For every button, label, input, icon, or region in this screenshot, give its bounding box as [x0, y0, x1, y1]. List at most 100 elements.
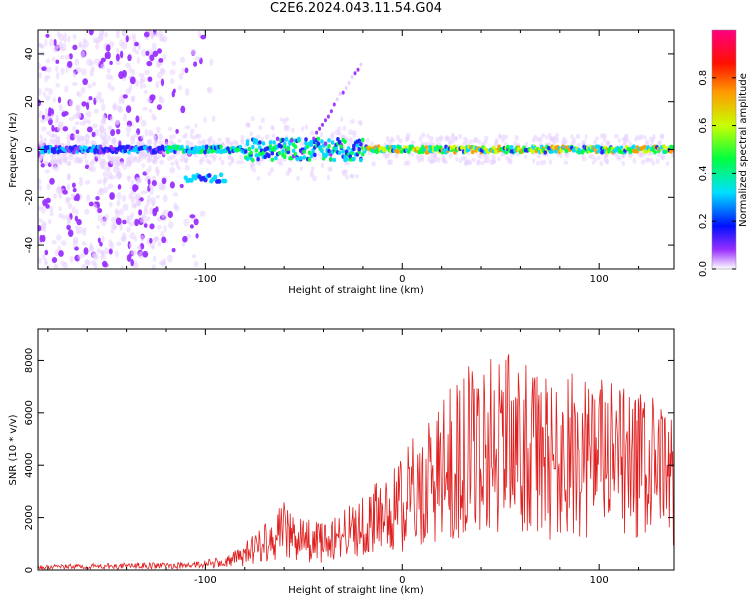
- spectrogram-cell: [277, 150, 282, 156]
- spectrogram-cell: [107, 135, 112, 141]
- spectrogram-cell: [460, 155, 466, 161]
- spectrogram-cell: [84, 140, 88, 145]
- spectrogram-cell: [250, 116, 255, 122]
- spectrogram-cell: [325, 152, 330, 157]
- spectrogram-cell: [170, 154, 176, 160]
- spectrogram-cell: [100, 63, 106, 70]
- spectrogram-cell: [312, 175, 317, 182]
- spectrogram-cell: [107, 125, 113, 131]
- spectrogram-cell: [72, 33, 77, 40]
- spectrogram-cell: [114, 208, 119, 215]
- spectrogram-cell: [350, 75, 354, 79]
- spectrogram-cell: [153, 236, 160, 242]
- spectrogram-cell: [150, 32, 155, 40]
- spectrogram-cell: [51, 124, 55, 132]
- spectrogram-cell: [102, 186, 109, 194]
- spectrogram-cell: [111, 136, 117, 143]
- spectrogram-axes: -100 0 100 -40 -20 0 20 40: [24, 30, 674, 285]
- spectrogram-cell: [163, 209, 169, 217]
- spectrogram-cell: [100, 57, 106, 63]
- spectrogram-cell: [45, 94, 51, 101]
- spectrogram-cell: [235, 160, 241, 165]
- spectrogram-cell: [435, 136, 440, 143]
- spectrogram-cell: [158, 97, 165, 104]
- spectrogram-cell: [329, 133, 335, 140]
- colorbar-tick-label: 0.2: [698, 213, 709, 229]
- spectrogram-cell: [130, 249, 137, 256]
- spectrogram-cell: [104, 213, 109, 220]
- spectrogram-cell: [385, 135, 390, 142]
- spectrogram-cell: [130, 135, 136, 140]
- spectrogram-cell: [147, 178, 151, 185]
- spectrogram-cell: [67, 173, 71, 180]
- spectrogram-cell: [410, 140, 416, 145]
- colorbar-tick-label: 0.8: [698, 70, 709, 86]
- spectrogram-cell: [47, 112, 52, 117]
- spectrogram-cell: [45, 33, 50, 38]
- spectrogram-cell: [437, 157, 441, 163]
- spectrogram-cell: [307, 157, 312, 162]
- spectrogram-cell: [509, 145, 514, 150]
- spectrogram-cell: [189, 132, 193, 139]
- spectrogram-cell: [158, 58, 164, 63]
- spectrogram-cell: [142, 83, 147, 89]
- spectrogram-cell: [91, 81, 97, 87]
- spectrogram-cell: [332, 157, 337, 163]
- spectrogram-cell: [536, 160, 540, 166]
- spectrogram-cell: [78, 41, 82, 48]
- spectrogram-cell: [143, 208, 149, 216]
- spectrogram-cell: [135, 115, 140, 123]
- spectrogram-cell: [145, 50, 150, 56]
- spectrogram-cell: [59, 54, 65, 60]
- spectrogram-cell: [111, 223, 115, 230]
- top-y-axis-label: Frequency (Hz): [8, 112, 19, 188]
- spectrogram-cell: [315, 130, 319, 135]
- spectrogram-cell: [342, 125, 347, 131]
- spectrogram-cell: [110, 85, 115, 92]
- spectrogram-cell: [116, 192, 122, 200]
- spectrogram-cell: [183, 218, 190, 227]
- spectrogram-cell: [284, 116, 290, 122]
- spectrogram-cell: [256, 157, 260, 162]
- spectrogram-cell: [38, 140, 43, 146]
- spectrogram-cell: [271, 133, 276, 138]
- spectrogram-cell: [327, 166, 331, 172]
- spectrogram-cell: [198, 159, 204, 165]
- spectrogram-cell: [336, 137, 340, 142]
- spectrogram-cell: [100, 119, 107, 125]
- spectrogram-cell: [196, 133, 202, 139]
- spectrogram-cell: [209, 58, 214, 66]
- spectrogram-cell: [128, 84, 133, 91]
- spectrogram-cell: [91, 141, 97, 146]
- spectrogram-cell: [467, 160, 472, 165]
- spectrogram-cell: [360, 137, 365, 143]
- spectrogram-cell: [173, 205, 180, 212]
- spectrogram-cell: [191, 254, 197, 259]
- spectrogram-cell: [60, 153, 65, 158]
- spectrogram-cell: [649, 158, 654, 163]
- spectrogram-cell: [79, 157, 84, 162]
- x-tick-label: 0: [399, 274, 405, 285]
- spectrogram-cell: [264, 134, 270, 140]
- spectrogram-cell: [114, 120, 120, 126]
- spectrogram-cell: [167, 210, 173, 219]
- spectrogram-cell: [38, 99, 42, 107]
- spectrogram-cell: [524, 141, 529, 147]
- spectrogram-cell: [54, 248, 59, 257]
- spectrogram-cell: [346, 146, 351, 151]
- spectrogram-cell: [51, 56, 56, 62]
- spectrogram-cell: [48, 88, 53, 96]
- spectrogram-cell: [122, 94, 128, 99]
- spectrogram-cell: [76, 90, 80, 97]
- spectrogram-cell: [151, 245, 155, 250]
- spectrogram-cell: [591, 160, 596, 165]
- spectrogram-cell: [55, 140, 61, 145]
- spectrogram-cell: [148, 165, 152, 173]
- spectrogram-cell: [72, 44, 78, 51]
- spectrogram-cell: [506, 144, 510, 150]
- spectrogram-cell: [339, 144, 344, 149]
- spectrogram-cell: [81, 263, 87, 269]
- spectrogram-cell: [302, 149, 307, 154]
- spectrogram-cell: [130, 95, 134, 103]
